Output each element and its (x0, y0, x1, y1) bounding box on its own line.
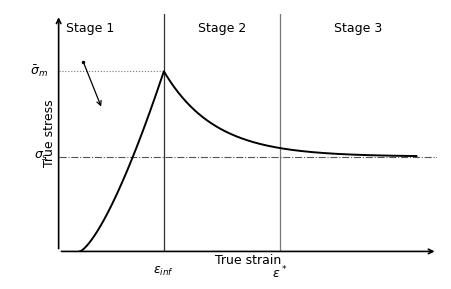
Text: $\varepsilon^*$: $\varepsilon^*$ (272, 264, 287, 281)
X-axis label: True strain: True strain (215, 254, 281, 267)
Text: Stage 3: Stage 3 (335, 22, 382, 35)
Text: $\bar{\sigma}_{m}$: $\bar{\sigma}_{m}$ (30, 64, 48, 79)
Text: $\sigma_s$: $\sigma_s$ (34, 150, 48, 163)
Text: $\varepsilon_{inf}$: $\varepsilon_{inf}$ (153, 264, 175, 277)
Text: Stage 2: Stage 2 (198, 22, 246, 35)
Text: Stage 1: Stage 1 (66, 22, 115, 35)
Y-axis label: True stress: True stress (43, 99, 56, 167)
